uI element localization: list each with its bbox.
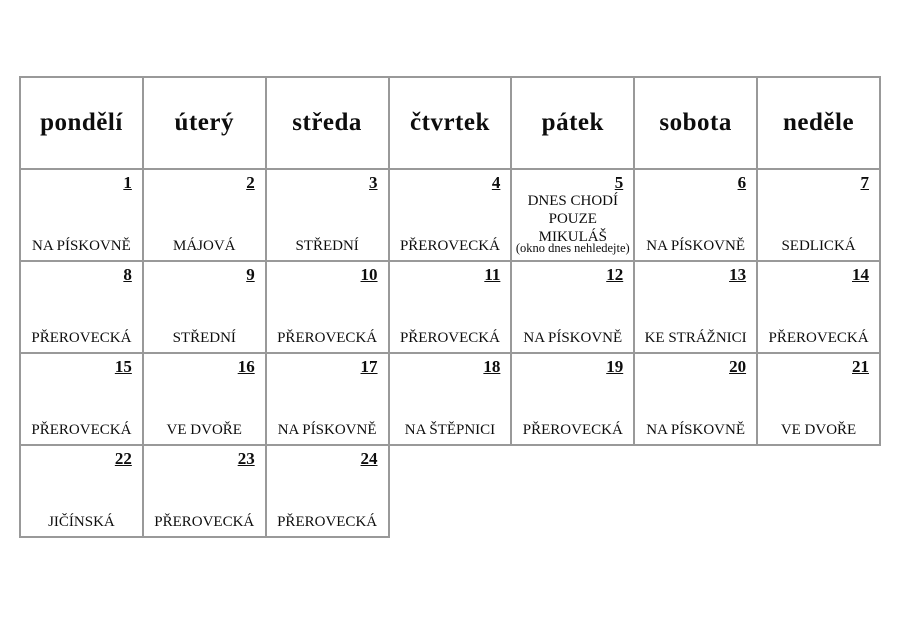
day-location: STŘEDNÍ: [172, 330, 236, 346]
day-location: PŘEROVECKÁ: [31, 330, 132, 346]
day-cell-15: 15 PŘEROVECKÁ: [19, 352, 144, 446]
day-number: 17: [360, 357, 378, 376]
day-cell-11: 11 PŘEROVECKÁ: [387, 260, 513, 354]
day-message-line: DNES CHODÍ: [527, 193, 618, 209]
day-number: 15: [114, 357, 132, 376]
day-number: 7: [860, 173, 870, 192]
day-cell-24: 24 PŘEROVECKÁ: [264, 444, 390, 538]
day-location: NA ŠTĚPNICI: [404, 422, 496, 438]
day-location: NA PÍSKOVNĚ: [32, 238, 131, 254]
weekday-header-row: pondělí úterý středa čtvrtek pátek sobot…: [19, 76, 881, 170]
day-location: JIČÍNSKÁ: [48, 514, 115, 530]
day-number: 4: [491, 173, 501, 192]
day-cell-10: 10 PŘEROVECKÁ: [264, 260, 390, 354]
weekday-header-thursday: čtvrtek: [387, 76, 513, 170]
day-cell-14: 14 PŘEROVECKÁ: [756, 260, 881, 354]
weekday-header-friday: pátek: [510, 76, 636, 170]
day-number: 14: [852, 265, 869, 284]
day-number: 12: [606, 265, 624, 284]
day-cell-1: 1 NA PÍSKOVNĚ: [19, 168, 144, 262]
day-location: PŘEROVECKÁ: [154, 514, 255, 530]
week-row-4: 22 JIČÍNSKÁ 23 PŘEROVECKÁ 24 PŘEROVECKÁ: [19, 444, 880, 538]
day-cell-8: 8 PŘEROVECKÁ: [19, 260, 144, 354]
day-number: 16: [237, 357, 255, 376]
day-location: NA PÍSKOVNĚ: [277, 422, 377, 438]
day-location: VE DVOŘE: [780, 422, 857, 438]
day-location: NA PÍSKOVNĚ: [523, 330, 623, 346]
day-location: VE DVOŘE: [166, 422, 242, 438]
day-cell-16: 16 VE DVOŘE: [141, 352, 267, 446]
day-number: 9: [246, 265, 255, 284]
day-message: DNES CHODÍ POUZE MIKULÁŠ: [512, 192, 633, 246]
day-location: PŘEROVECKÁ: [399, 238, 500, 254]
day-location: STŘEDNÍ: [295, 238, 359, 254]
day-location: NA PÍSKOVNĚ: [646, 422, 746, 438]
day-note: (okno dnes nehledejte): [515, 241, 630, 255]
day-cell-20: 20 NA PÍSKOVNĚ: [633, 352, 759, 446]
day-cell-22: 22 JIČÍNSKÁ: [19, 444, 144, 538]
day-location: PŘEROVECKÁ: [522, 422, 623, 438]
week-row-1: 1 NA PÍSKOVNĚ 2 MÁJOVÁ 3 STŘEDNÍ 4 PŘERO…: [19, 168, 881, 262]
advent-calendar-table: pondělí úterý středa čtvrtek pátek sobot…: [19, 76, 881, 538]
day-cell-7: 7 SEDLICKÁ: [756, 168, 881, 262]
weekday-header-sunday: neděle: [756, 76, 881, 170]
day-cell-6: 6 NA PÍSKOVNĚ: [633, 168, 759, 262]
day-location: SEDLICKÁ: [781, 238, 856, 254]
day-number: 3: [369, 173, 378, 192]
week-row-3: 15 PŘEROVECKÁ 16 VE DVOŘE 17 NA PÍSKOVNĚ…: [19, 352, 881, 446]
day-location: PŘEROVECKÁ: [277, 330, 378, 346]
day-location: NA PÍSKOVNĚ: [646, 238, 746, 254]
day-cell-17: 17 NA PÍSKOVNĚ: [264, 352, 390, 446]
day-message-line: POUZE: [548, 211, 597, 227]
day-cell-5: 5 DNES CHODÍ POUZE MIKULÁŠ (okno dnes ne…: [510, 168, 636, 262]
weekday-header-monday: pondělí: [19, 76, 144, 170]
week-row-2: 8 PŘEROVECKÁ 9 STŘEDNÍ 10 PŘEROVECKÁ 11 …: [19, 260, 881, 354]
weekday-header-tuesday: úterý: [141, 76, 267, 170]
day-number: 2: [246, 173, 255, 192]
day-cell-19: 19 PŘEROVECKÁ: [510, 352, 636, 446]
day-cell-21: 21 VE DVOŘE: [756, 352, 881, 446]
day-cell-18: 18 NA ŠTĚPNICI: [387, 352, 513, 446]
day-location: PŘEROVECKÁ: [399, 330, 500, 346]
day-cell-4: 4 PŘEROVECKÁ: [387, 168, 513, 262]
day-cell-2: 2 MÁJOVÁ: [141, 168, 267, 262]
day-location: PŘEROVECKÁ: [768, 330, 869, 346]
day-cell-13: 13 KE STRÁŽNICI: [633, 260, 759, 354]
day-location: MÁJOVÁ: [173, 238, 236, 254]
day-number: 21: [852, 357, 869, 376]
day-number: 20: [729, 357, 747, 376]
day-cell-23: 23 PŘEROVECKÁ: [141, 444, 267, 538]
day-number: 22: [114, 449, 132, 468]
day-location: KE STRÁŽNICI: [644, 330, 747, 346]
day-number: 10: [360, 265, 378, 284]
day-number: 23: [237, 449, 255, 468]
day-number: 19: [606, 357, 624, 376]
weekday-header-saturday: sobota: [633, 76, 759, 170]
day-number: 6: [737, 173, 747, 192]
day-location: PŘEROVECKÁ: [31, 422, 132, 438]
day-number: 24: [360, 449, 378, 468]
day-number: 18: [483, 357, 501, 376]
day-location: PŘEROVECKÁ: [277, 514, 378, 530]
weekday-header-wednesday: středa: [264, 76, 390, 170]
day-number: 11: [484, 265, 501, 284]
day-cell-12: 12 NA PÍSKOVNĚ: [510, 260, 636, 354]
day-number: 13: [729, 265, 747, 284]
day-number: 5: [614, 173, 624, 192]
day-number: 8: [123, 265, 132, 284]
day-message-line: MIKULÁŠ: [538, 229, 607, 245]
day-cell-9: 9 STŘEDNÍ: [141, 260, 267, 354]
day-number: 1: [123, 173, 132, 192]
day-cell-3: 3 STŘEDNÍ: [264, 168, 390, 262]
